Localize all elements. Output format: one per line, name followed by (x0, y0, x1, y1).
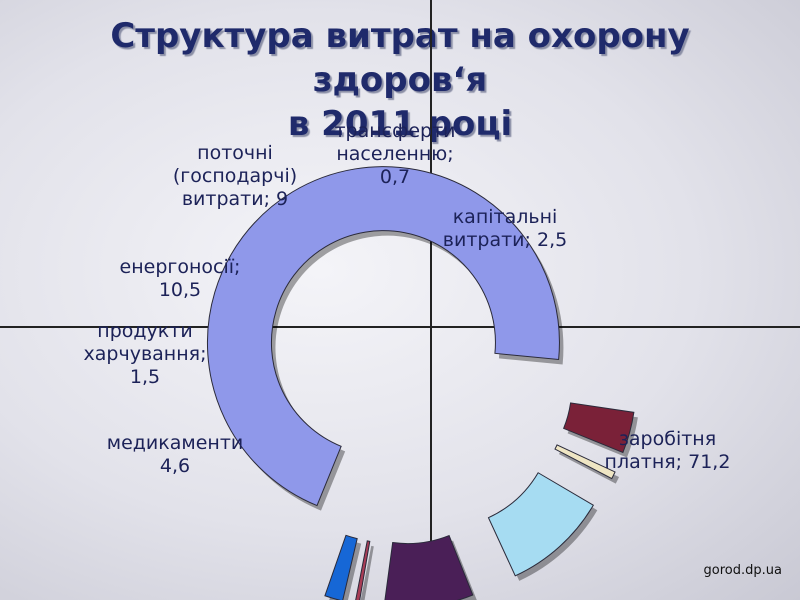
slice-label-energy: енергоносії; 10,5 (95, 256, 265, 302)
slice-label-capital-line-1: капітальні (452, 206, 558, 228)
slice-salary (206, 166, 560, 507)
slice-medicine (562, 402, 635, 454)
slice-food (554, 444, 616, 480)
slice-label-food: продукти харчування; 1,5 (60, 320, 230, 389)
slice-label-salary-line-2: платня; (604, 451, 683, 473)
slice-label-capital: капітальні витрати; 2,5 (425, 206, 585, 252)
slice-label-current-line-1: поточні (197, 142, 273, 164)
slice-capital (324, 534, 358, 600)
chart-title: Структура витрат на охорону здоров‘я в 2… (40, 14, 760, 146)
chart-title-line-2: в 2011 році (287, 104, 513, 144)
slice-label-transfers: трансферти населенню; 0,7 (315, 120, 475, 189)
slice-label-food-line-2: харчування; (83, 343, 207, 365)
slice-value-transfers: 0,7 (379, 166, 411, 188)
slice-label-salary-line-1: заробітня (618, 428, 717, 450)
chart-title-line-1: Структура витрат на охорону здоров‘я (110, 16, 690, 100)
slice-energy (487, 472, 594, 577)
slice-label-current-line-2: (господарчі) (172, 165, 298, 187)
projection-vertical-line (430, 0, 432, 600)
slice-value-capital: 2,5 (536, 229, 568, 251)
watermark: gorod.dp.ua (703, 563, 782, 578)
slice-value-energy: 10,5 (158, 279, 202, 301)
slice-label-transfers-line-2: населенню; (336, 143, 454, 165)
slice-value-food: 1,5 (129, 366, 161, 388)
slice-label-transfers-line-1: трансферти (334, 120, 456, 142)
slice-value-medicine: 4,6 (159, 455, 191, 477)
slice-label-medicine-line-1: медикаменти (106, 432, 244, 454)
slice-label-salary: заробітня платня; 71,2 (585, 428, 750, 474)
slice-label-food-line-1: продукти (97, 320, 193, 342)
slice-label-energy-line-1: енергоносії; (119, 256, 241, 278)
slice-label-current: поточні (господарчі) витрати; 9 (150, 142, 320, 211)
slice-value-salary: 71,2 (688, 451, 731, 473)
slice-label-capital-line-2: витрати; (442, 229, 531, 251)
slice-current (384, 534, 474, 600)
slice-shadow-transfers (360, 545, 374, 600)
slice-label-medicine: медикаменти 4,6 (80, 432, 270, 478)
slice-value-current: 9 (276, 188, 289, 210)
projection-horizontal-line (0, 326, 800, 328)
slice-label-current-line-3: витрати; (181, 188, 270, 210)
slice-transfers (355, 540, 371, 600)
